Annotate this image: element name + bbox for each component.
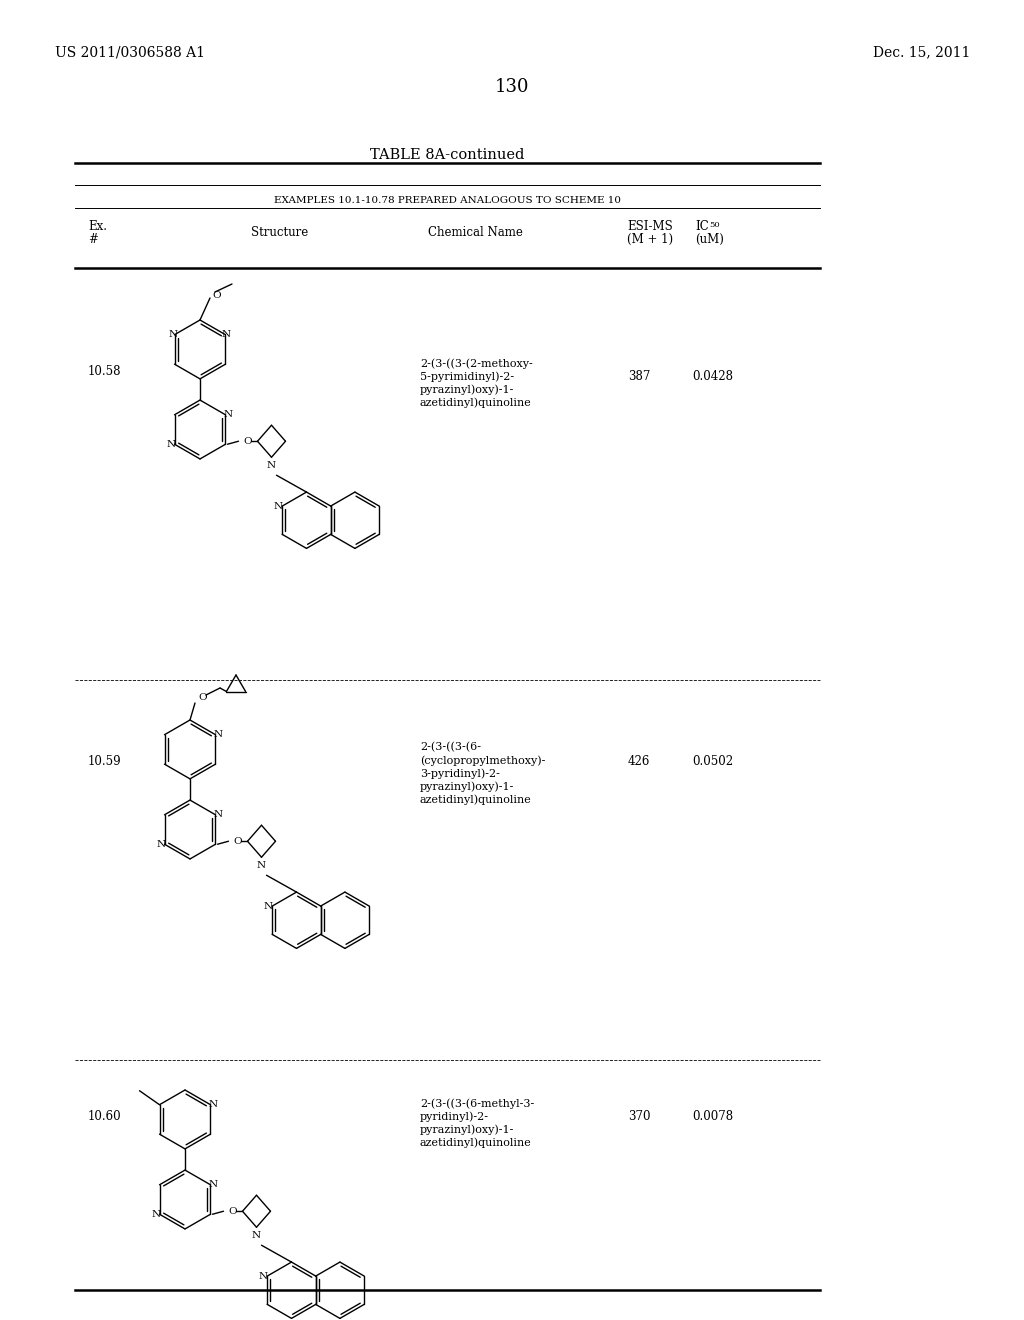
Text: N: N xyxy=(273,502,283,511)
Text: N: N xyxy=(252,1230,261,1239)
Text: pyrazinyl)oxy)-1-: pyrazinyl)oxy)-1- xyxy=(420,384,514,395)
Text: O: O xyxy=(233,837,242,846)
Text: N: N xyxy=(209,1180,218,1189)
Text: O: O xyxy=(199,693,207,702)
Text: N: N xyxy=(258,1271,267,1280)
Text: N: N xyxy=(167,440,176,449)
Text: pyridinyl)-2-: pyridinyl)-2- xyxy=(420,1111,489,1122)
Text: N: N xyxy=(169,330,178,339)
Text: 130: 130 xyxy=(495,78,529,96)
Text: 387: 387 xyxy=(628,370,650,383)
Text: 0.0078: 0.0078 xyxy=(692,1110,733,1123)
Text: O: O xyxy=(213,290,221,300)
Text: EXAMPLES 10.1-10.78 PREPARED ANALOGOUS TO SCHEME 10: EXAMPLES 10.1-10.78 PREPARED ANALOGOUS T… xyxy=(273,195,621,205)
Text: 10.60: 10.60 xyxy=(88,1110,122,1123)
Text: (cyclopropylmethoxy)-: (cyclopropylmethoxy)- xyxy=(420,755,546,766)
Text: 10.58: 10.58 xyxy=(88,366,122,378)
Text: (uM): (uM) xyxy=(695,234,724,246)
Text: Ex.: Ex. xyxy=(88,220,106,234)
Text: US 2011/0306588 A1: US 2011/0306588 A1 xyxy=(55,45,205,59)
Text: 370: 370 xyxy=(628,1110,650,1123)
Text: N: N xyxy=(257,861,266,870)
Text: 2-(3-((3-(6-: 2-(3-((3-(6- xyxy=(420,742,481,752)
Text: N: N xyxy=(157,840,166,849)
Text: N: N xyxy=(214,730,223,739)
Text: N: N xyxy=(214,810,223,820)
Text: azetidinyl)quinoline: azetidinyl)quinoline xyxy=(420,1137,531,1147)
Text: ESI-MS: ESI-MS xyxy=(627,220,673,234)
Text: 50: 50 xyxy=(709,220,720,228)
Text: 0.0428: 0.0428 xyxy=(692,370,733,383)
Text: azetidinyl)quinoline: azetidinyl)quinoline xyxy=(420,795,531,805)
Text: 2-(3-((3-(2-methoxy-: 2-(3-((3-(2-methoxy- xyxy=(420,358,532,368)
Text: TABLE 8A-continued: TABLE 8A-continued xyxy=(370,148,524,162)
Text: 3-pyridinyl)-2-: 3-pyridinyl)-2- xyxy=(420,768,500,779)
Text: N: N xyxy=(224,411,233,420)
Text: N: N xyxy=(152,1209,161,1218)
Text: N: N xyxy=(263,902,272,911)
Text: IC: IC xyxy=(695,220,709,234)
Text: azetidinyl)quinoline: azetidinyl)quinoline xyxy=(420,397,531,408)
Text: Chemical Name: Chemical Name xyxy=(428,226,522,239)
Text: Dec. 15, 2011: Dec. 15, 2011 xyxy=(872,45,970,59)
Text: 426: 426 xyxy=(628,755,650,768)
Text: #: # xyxy=(88,234,98,246)
Text: pyrazinyl)oxy)-1-: pyrazinyl)oxy)-1- xyxy=(420,781,514,792)
Text: N: N xyxy=(222,330,231,339)
Text: O: O xyxy=(243,437,252,446)
Text: Structure: Structure xyxy=(251,226,308,239)
Text: N: N xyxy=(267,461,276,470)
Text: O: O xyxy=(228,1206,237,1216)
Text: 10.59: 10.59 xyxy=(88,755,122,768)
Text: 0.0502: 0.0502 xyxy=(692,755,733,768)
Text: N: N xyxy=(209,1101,218,1109)
Text: pyrazinyl)oxy)-1-: pyrazinyl)oxy)-1- xyxy=(420,1125,514,1135)
Text: 2-(3-((3-(6-methyl-3-: 2-(3-((3-(6-methyl-3- xyxy=(420,1098,535,1109)
Text: (M + 1): (M + 1) xyxy=(627,234,673,246)
Text: 5-pyrimidinyl)-2-: 5-pyrimidinyl)-2- xyxy=(420,371,514,381)
